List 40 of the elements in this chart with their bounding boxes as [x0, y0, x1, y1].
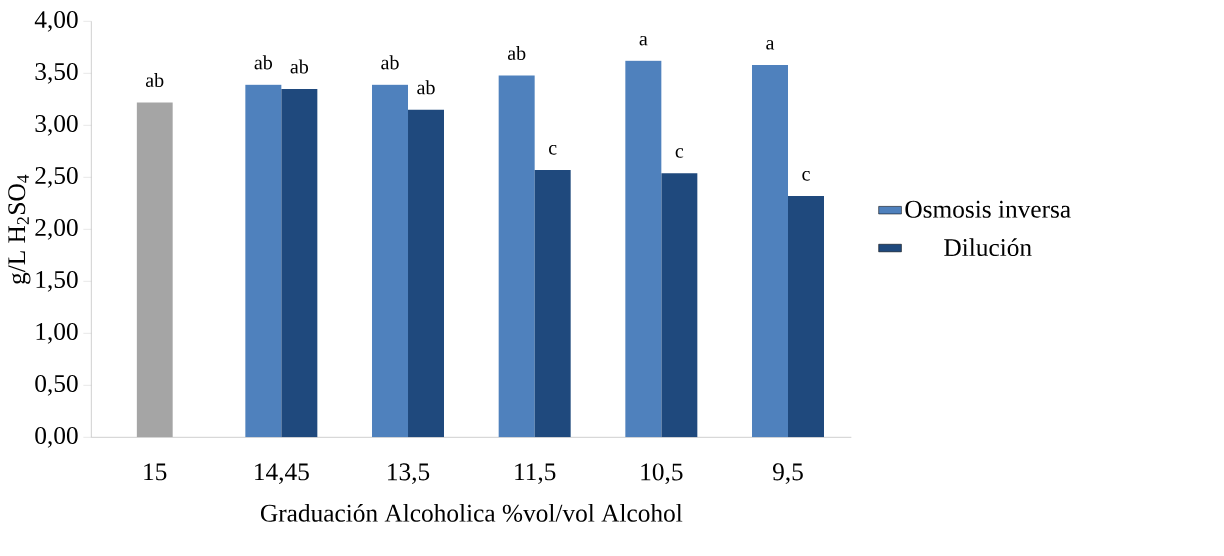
data-label: ab: [507, 45, 526, 61]
data-label: ab: [290, 59, 309, 74]
bar: [372, 84, 409, 438]
legend-label: Osmosis inversa: [905, 200, 1071, 218]
y-tick-label: 1,50: [36, 270, 78, 292]
y-tick-label: 3,00: [35, 114, 78, 136]
x-tick-label: 11,5: [515, 463, 556, 484]
y-tick-label: 3,50: [35, 62, 78, 84]
y-tick-label: 2,00: [35, 218, 78, 240]
data-label: ab: [145, 73, 164, 88]
bar: [498, 75, 535, 438]
bar: [788, 196, 824, 438]
bar: [625, 60, 662, 438]
data-label: ab: [417, 80, 435, 95]
x-tick-label: 13,5: [388, 463, 430, 485]
data-label: c: [548, 145, 557, 155]
legend-label: Dilución: [944, 238, 1032, 257]
y-tick-label: 4,00: [34, 10, 78, 32]
y-axis-title: g/L H$_{2}$SO$_{4}$: [8, 174, 31, 284]
y-tick-label: 0,00: [35, 426, 78, 448]
x-tick-label: 10,5: [641, 463, 683, 485]
data-label: a: [639, 35, 648, 46]
bar: [281, 88, 318, 438]
data-label: ab: [254, 55, 273, 70]
x-tick-label: 15: [144, 463, 167, 481]
x-tick-label: 9,5: [772, 463, 803, 485]
y-tick-label: 1,00: [36, 322, 78, 344]
bar: [661, 173, 698, 438]
data-label: c: [675, 148, 684, 158]
y-tick-label: 2,50: [35, 166, 78, 188]
x-axis-title: Graduación Alcoholica %vol/vol Alcohol: [260, 503, 683, 522]
x-tick-label: 14,45: [255, 463, 309, 484]
bar: [752, 65, 788, 438]
data-label: a: [766, 40, 775, 50]
bar: [534, 170, 571, 438]
bar: [408, 109, 445, 438]
bar: [245, 84, 282, 438]
y-tick-label: 0,50: [35, 374, 78, 396]
data-label: ab: [381, 55, 399, 70]
data-label: c: [802, 171, 810, 181]
